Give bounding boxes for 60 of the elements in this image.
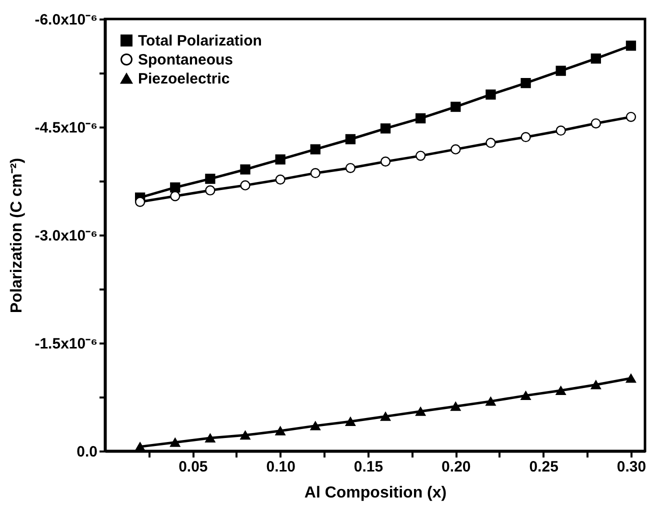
point [590, 118, 601, 128]
point [626, 112, 636, 122]
legend-label: Spontaneous [138, 52, 234, 68]
point [240, 430, 250, 440]
point [416, 113, 426, 124]
x-axis-title: Al Composition (x) [304, 484, 447, 502]
point [520, 391, 531, 400]
point [170, 182, 180, 193]
point [275, 426, 286, 436]
point [170, 438, 180, 447]
point [416, 150, 426, 161]
point [486, 90, 496, 100]
point [486, 138, 496, 148]
point [345, 162, 356, 174]
legend-label: Total Polarization [138, 32, 262, 50]
point [310, 421, 320, 430]
point [556, 126, 566, 136]
point [170, 191, 180, 202]
point [380, 412, 391, 421]
point [345, 417, 356, 426]
point [556, 66, 566, 76]
point [310, 168, 320, 178]
point [590, 380, 601, 390]
point [626, 40, 636, 51]
y-tick-label: -1.5x10⁻⁶ [34, 336, 98, 352]
point [556, 386, 566, 395]
point [520, 132, 531, 142]
point [380, 123, 391, 134]
y-tick-label: -6.0x10⁻⁶ [34, 12, 98, 28]
point [205, 185, 216, 196]
point [416, 406, 426, 416]
point [486, 396, 496, 406]
x-tick-label: 0.05 [178, 458, 208, 476]
y-axis-title: Polarization (C cm⁻²) [8, 158, 26, 314]
point [310, 144, 320, 154]
x-tick-label: 0.20 [442, 458, 471, 476]
x-tick-label: 0.15 [354, 458, 384, 476]
point [345, 134, 356, 144]
point [240, 164, 250, 175]
point [520, 78, 531, 88]
point [590, 54, 601, 64]
point [450, 402, 461, 411]
point [380, 156, 391, 167]
x-tick-label: 0.10 [266, 458, 296, 476]
x-tick-label: 0.25 [529, 458, 558, 476]
point [450, 102, 461, 112]
point [626, 374, 636, 383]
point [205, 434, 216, 443]
y-tick-label: 0.0 [76, 444, 98, 460]
point [134, 196, 146, 207]
x-tick-label: 0.30 [616, 458, 646, 476]
legend-label: Piezoelectric [138, 70, 230, 88]
y-tick-label: -3.0x10⁻⁶ [34, 228, 98, 244]
point [240, 180, 250, 190]
point [205, 174, 216, 184]
point [134, 442, 146, 452]
point [275, 154, 286, 164]
y-tick-label: -4.5x10⁻⁶ [34, 120, 98, 136]
point [450, 144, 461, 154]
point [275, 174, 286, 185]
